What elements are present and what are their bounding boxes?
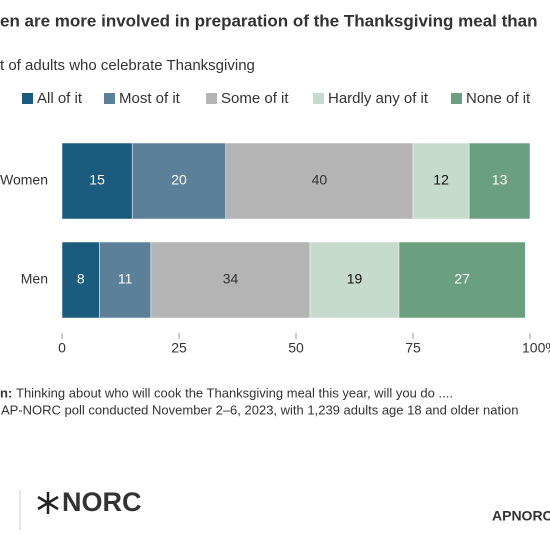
y-tick-label: Women <box>0 172 48 188</box>
brand: APNORC <box>492 508 550 524</box>
data-label: 34 <box>223 271 239 287</box>
data-label: 11 <box>118 271 133 287</box>
data-label: 20 <box>171 172 187 188</box>
bar-segment <box>61 241 100 319</box>
x-tick-label: 50 <box>288 340 304 356</box>
bar-segment <box>398 241 526 319</box>
x-tick-label: 0 <box>58 340 66 356</box>
data-label: 19 <box>347 271 363 287</box>
legend-label: Some of it <box>221 90 289 107</box>
bar-segment <box>150 241 311 319</box>
chart-subtitle: t of adults who celebrate Thanksgiving <box>0 57 255 74</box>
bar-segment <box>412 142 470 220</box>
legend-label: Most of it <box>119 90 181 107</box>
x-tick-label: 100% <box>522 340 550 356</box>
source: AP-NORC poll conducted November 2–6, 202… <box>1 402 518 417</box>
data-label: 40 <box>312 172 328 188</box>
legend-swatch <box>451 93 462 104</box>
legend-swatch <box>104 93 115 104</box>
legend-swatch <box>313 93 324 104</box>
legend-label: All of it <box>37 90 83 107</box>
x-tick-label: 25 <box>171 340 187 356</box>
data-label: 12 <box>433 172 449 188</box>
chart-title: en are more involved in preparation of t… <box>0 11 538 30</box>
bar-segment <box>99 241 152 319</box>
note-label: n: <box>0 385 12 400</box>
data-label: 15 <box>89 172 105 188</box>
logo-mark <box>37 492 59 514</box>
legend-swatch <box>206 93 217 104</box>
bar-segment <box>131 142 227 220</box>
bar-segment <box>309 241 400 319</box>
y-tick-label: Men <box>21 271 48 287</box>
legend-label: Hardly any of it <box>328 90 429 107</box>
legend-swatch <box>22 93 33 104</box>
data-label: 8 <box>77 271 85 287</box>
data-label: 27 <box>454 271 470 287</box>
logo: NORC <box>62 487 142 517</box>
data-label: 13 <box>492 172 508 188</box>
bar-segment <box>225 142 414 220</box>
legend-label: None of it <box>466 90 531 107</box>
note: Thinking about who will cook the Thanksg… <box>16 385 453 400</box>
legend: All of it Most of it Some of it Hardly any … <box>22 90 531 107</box>
x-tick-label: 75 <box>405 340 421 356</box>
bar-segment <box>468 142 531 220</box>
